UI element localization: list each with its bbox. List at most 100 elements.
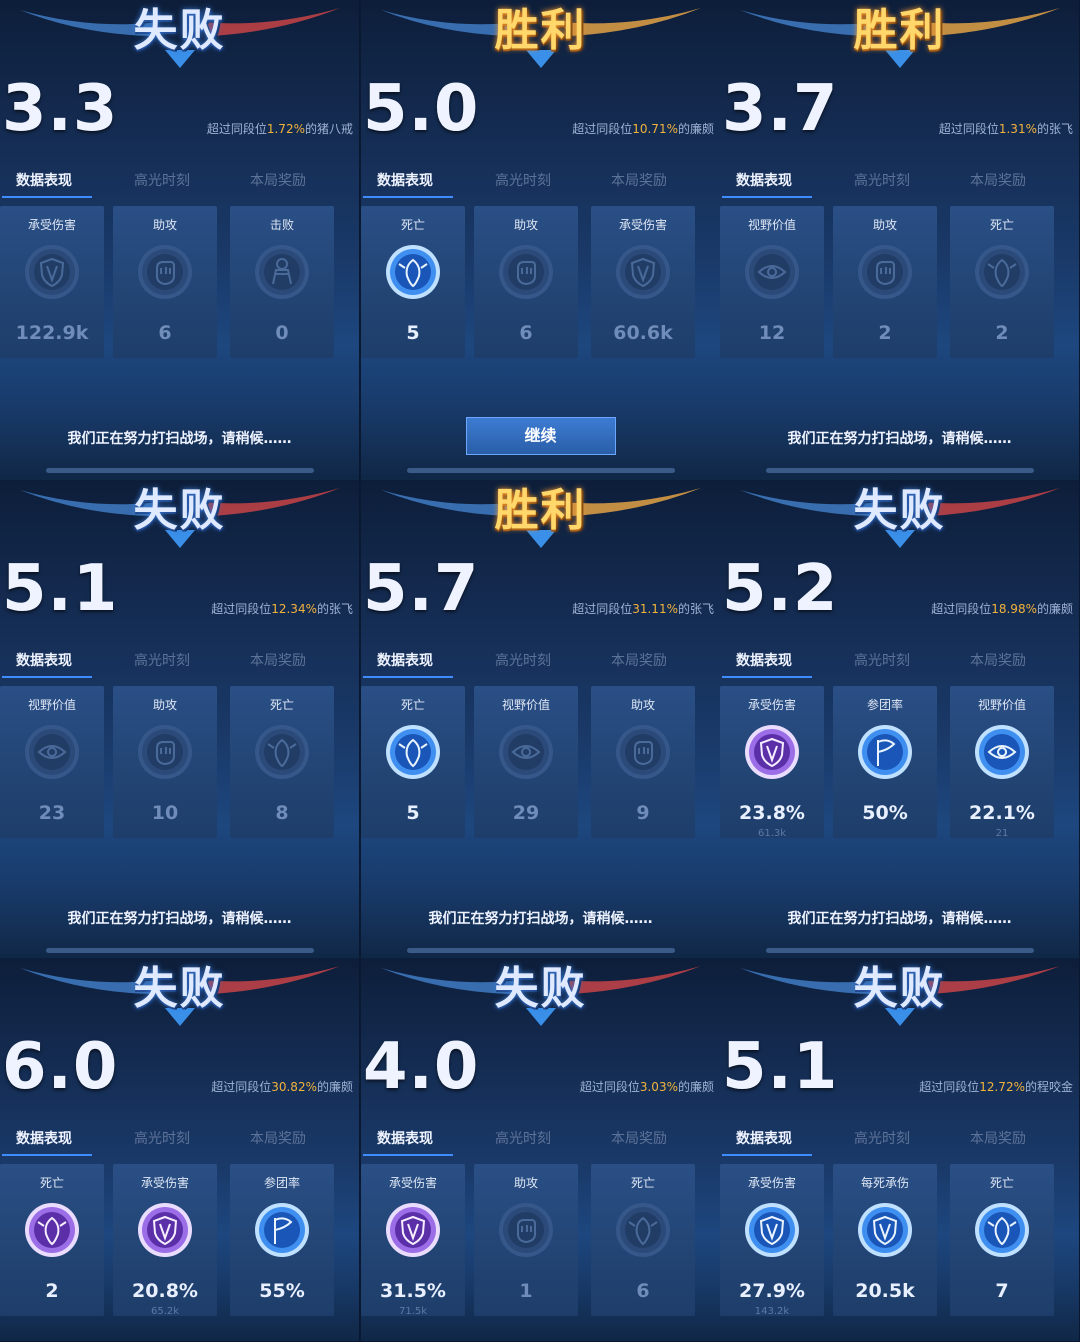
result-title: 失败 xyxy=(133,963,226,1014)
rank-prefix: 超过同段位 xyxy=(572,602,633,616)
tab-highlights[interactable]: 高光时刻 xyxy=(495,173,551,189)
rank-text: 超过同段位1.31%的张飞 xyxy=(939,120,1073,137)
stat-card[interactable]: 承受伤害 27.9% 143.2k xyxy=(720,1164,824,1317)
tab-stats[interactable]: 数据表现 xyxy=(16,173,72,189)
stat-label: 视野价值 xyxy=(27,698,76,712)
stat-card[interactable]: 视野价值 23 xyxy=(0,686,104,838)
tab-stats[interactable]: 数据表现 xyxy=(377,173,433,189)
active-tab-indicator xyxy=(722,676,812,678)
rank-prefix: 超过同段位 xyxy=(206,122,267,136)
tab-highlights[interactable]: 高光时刻 xyxy=(495,1131,551,1147)
shield-medal-icon xyxy=(745,725,799,779)
tab-stats[interactable]: 数据表现 xyxy=(377,653,433,669)
tab-rewards[interactable]: 本局奖励 xyxy=(250,1131,306,1147)
stat-subvalue: 71.5k xyxy=(398,1306,428,1317)
active-tab-indicator xyxy=(2,676,92,678)
loading-progress-bar xyxy=(45,468,314,473)
tab-stats[interactable]: 数据表现 xyxy=(16,1131,72,1147)
stat-card[interactable]: 承受伤害 122.9k xyxy=(0,206,104,358)
score-value: 5.2 xyxy=(722,552,839,626)
result-panel: 失败 5.2 超过同段位18.98%的廉颇 数据表现 高光时刻 本局奖励 承受伤害 23.8%… xyxy=(720,480,1080,961)
loading-progress-bar xyxy=(406,468,675,473)
stat-cards: 死亡 5 视野价值 29 助攻 9 xyxy=(361,686,720,838)
stat-card[interactable]: 死亡 5 xyxy=(361,686,465,838)
tab-highlights[interactable]: 高光时刻 xyxy=(854,653,910,669)
stat-card[interactable]: 承受伤害 20.8% 65.2k xyxy=(113,1164,217,1317)
tab-bar: 数据表现 高光时刻 本局奖励 xyxy=(0,650,359,680)
stat-card[interactable]: 每死承伤 20.5k xyxy=(833,1164,937,1316)
tab-rewards[interactable]: 本局奖励 xyxy=(970,653,1026,669)
result-title: 胜利 xyxy=(494,5,587,56)
tab-highlights[interactable]: 高光时刻 xyxy=(854,1131,910,1147)
tab-rewards[interactable]: 本局奖励 xyxy=(250,173,306,189)
tab-rewards[interactable]: 本局奖励 xyxy=(611,653,667,669)
tab-stats[interactable]: 数据表现 xyxy=(736,1131,792,1147)
tab-stats[interactable]: 数据表现 xyxy=(377,1131,433,1147)
tab-highlights[interactable]: 高光时刻 xyxy=(495,653,551,669)
stat-card[interactable]: 助攻 10 xyxy=(113,686,217,838)
stat-card[interactable]: 承受伤害 60.6k xyxy=(591,206,695,358)
stat-cards: 承受伤害 27.9% 143.2k 每死承伤 20.5k 死亡 7 xyxy=(720,1164,1079,1317)
stat-card[interactable]: 死亡 7 xyxy=(950,1164,1054,1316)
tab-highlights[interactable]: 高光时刻 xyxy=(134,653,190,669)
stat-card[interactable]: 视野价值 22.1% 21 xyxy=(950,686,1054,839)
tab-bar: 数据表现 高光时刻 本局奖励 xyxy=(361,1128,720,1158)
stat-card[interactable]: 死亡 8 xyxy=(230,686,334,838)
stat-value: 50% xyxy=(862,802,908,824)
shield-medal-icon xyxy=(138,1203,192,1257)
continue-button[interactable]: 继续 xyxy=(465,417,616,455)
tab-rewards[interactable]: 本局奖励 xyxy=(611,1131,667,1147)
stat-label: 助攻 xyxy=(152,218,177,232)
stat-card[interactable]: 参团率 50% xyxy=(833,686,937,838)
tab-rewards[interactable]: 本局奖励 xyxy=(970,173,1026,189)
stat-label: 视野价值 xyxy=(747,218,796,232)
tab-highlights[interactable]: 高光时刻 xyxy=(134,173,190,189)
stat-value: 5 xyxy=(406,322,420,344)
active-tab-indicator xyxy=(2,196,92,198)
stat-card[interactable]: 参团率 55% xyxy=(230,1164,334,1316)
tab-stats[interactable]: 数据表现 xyxy=(736,653,792,669)
tab-rewards[interactable]: 本局奖励 xyxy=(250,653,306,669)
stat-card[interactable]: 死亡 2 xyxy=(950,206,1054,358)
stat-subvalue: 143.2k xyxy=(754,1306,790,1317)
tab-rewards[interactable]: 本局奖励 xyxy=(611,173,667,189)
result-panel: 胜利 3.7 超过同段位1.31%的张飞 数据表现 高光时刻 本局奖励 视野价值 12 助攻 2 死… xyxy=(720,0,1080,481)
stat-card[interactable]: 助攻 2 xyxy=(833,206,937,358)
shield-medal-icon xyxy=(745,1203,799,1257)
eye-medal-icon xyxy=(745,245,799,299)
active-tab-indicator xyxy=(363,1154,453,1156)
stat-card[interactable]: 助攻 9 xyxy=(591,686,695,838)
rank-text: 超过同段位18.98%的廉颇 xyxy=(931,600,1073,617)
rank-text: 超过同段位10.71%的廉颇 xyxy=(572,120,714,137)
stat-card[interactable]: 死亡 5 xyxy=(361,206,465,358)
stat-card[interactable]: 视野价值 29 xyxy=(474,686,578,838)
hero-medal-icon xyxy=(255,245,309,299)
tab-highlights[interactable]: 高光时刻 xyxy=(854,173,910,189)
stat-card[interactable]: 视野价值 12 xyxy=(720,206,824,358)
result-banner-decoration xyxy=(20,8,340,68)
rank-hero: 的程咬金 xyxy=(1024,1080,1073,1094)
stat-card[interactable]: 承受伤害 31.5% 71.5k xyxy=(361,1164,465,1317)
stat-label: 死亡 xyxy=(989,218,1014,232)
stat-value: 12 xyxy=(758,322,786,344)
stat-cards: 死亡 2 承受伤害 20.8% 65.2k 参团率 55% xyxy=(0,1164,359,1317)
stat-card[interactable]: 助攻 6 xyxy=(474,206,578,358)
stat-card[interactable]: 击败 0 xyxy=(230,206,334,358)
tab-stats[interactable]: 数据表现 xyxy=(16,653,72,669)
tab-highlights[interactable]: 高光时刻 xyxy=(134,1131,190,1147)
tab-bar: 数据表现 高光时刻 本局奖励 xyxy=(361,170,720,200)
stat-card[interactable]: 死亡 6 xyxy=(591,1164,695,1316)
stat-card[interactable]: 死亡 2 xyxy=(0,1164,104,1316)
stat-cards: 承受伤害 31.5% 71.5k 助攻 1 死亡 6 xyxy=(361,1164,720,1317)
stat-card[interactable]: 助攻 6 xyxy=(113,206,217,358)
result-title: 失败 xyxy=(133,485,226,536)
tab-rewards[interactable]: 本局奖励 xyxy=(970,1131,1026,1147)
phoenix-medal-icon xyxy=(25,1203,79,1257)
score-value: 6.0 xyxy=(2,1030,119,1104)
stat-cards: 承受伤害 23.8% 61.3k 参团率 50% 视野价值 22.1% 21 xyxy=(720,686,1079,839)
stat-card[interactable]: 承受伤害 23.8% 61.3k xyxy=(720,686,824,839)
tab-stats[interactable]: 数据表现 xyxy=(736,173,792,189)
stat-cards: 死亡 5 助攻 6 承受伤害 60.6k xyxy=(361,206,720,358)
stat-card[interactable]: 助攻 1 xyxy=(474,1164,578,1316)
rank-prefix: 超过同段位 xyxy=(938,122,999,136)
